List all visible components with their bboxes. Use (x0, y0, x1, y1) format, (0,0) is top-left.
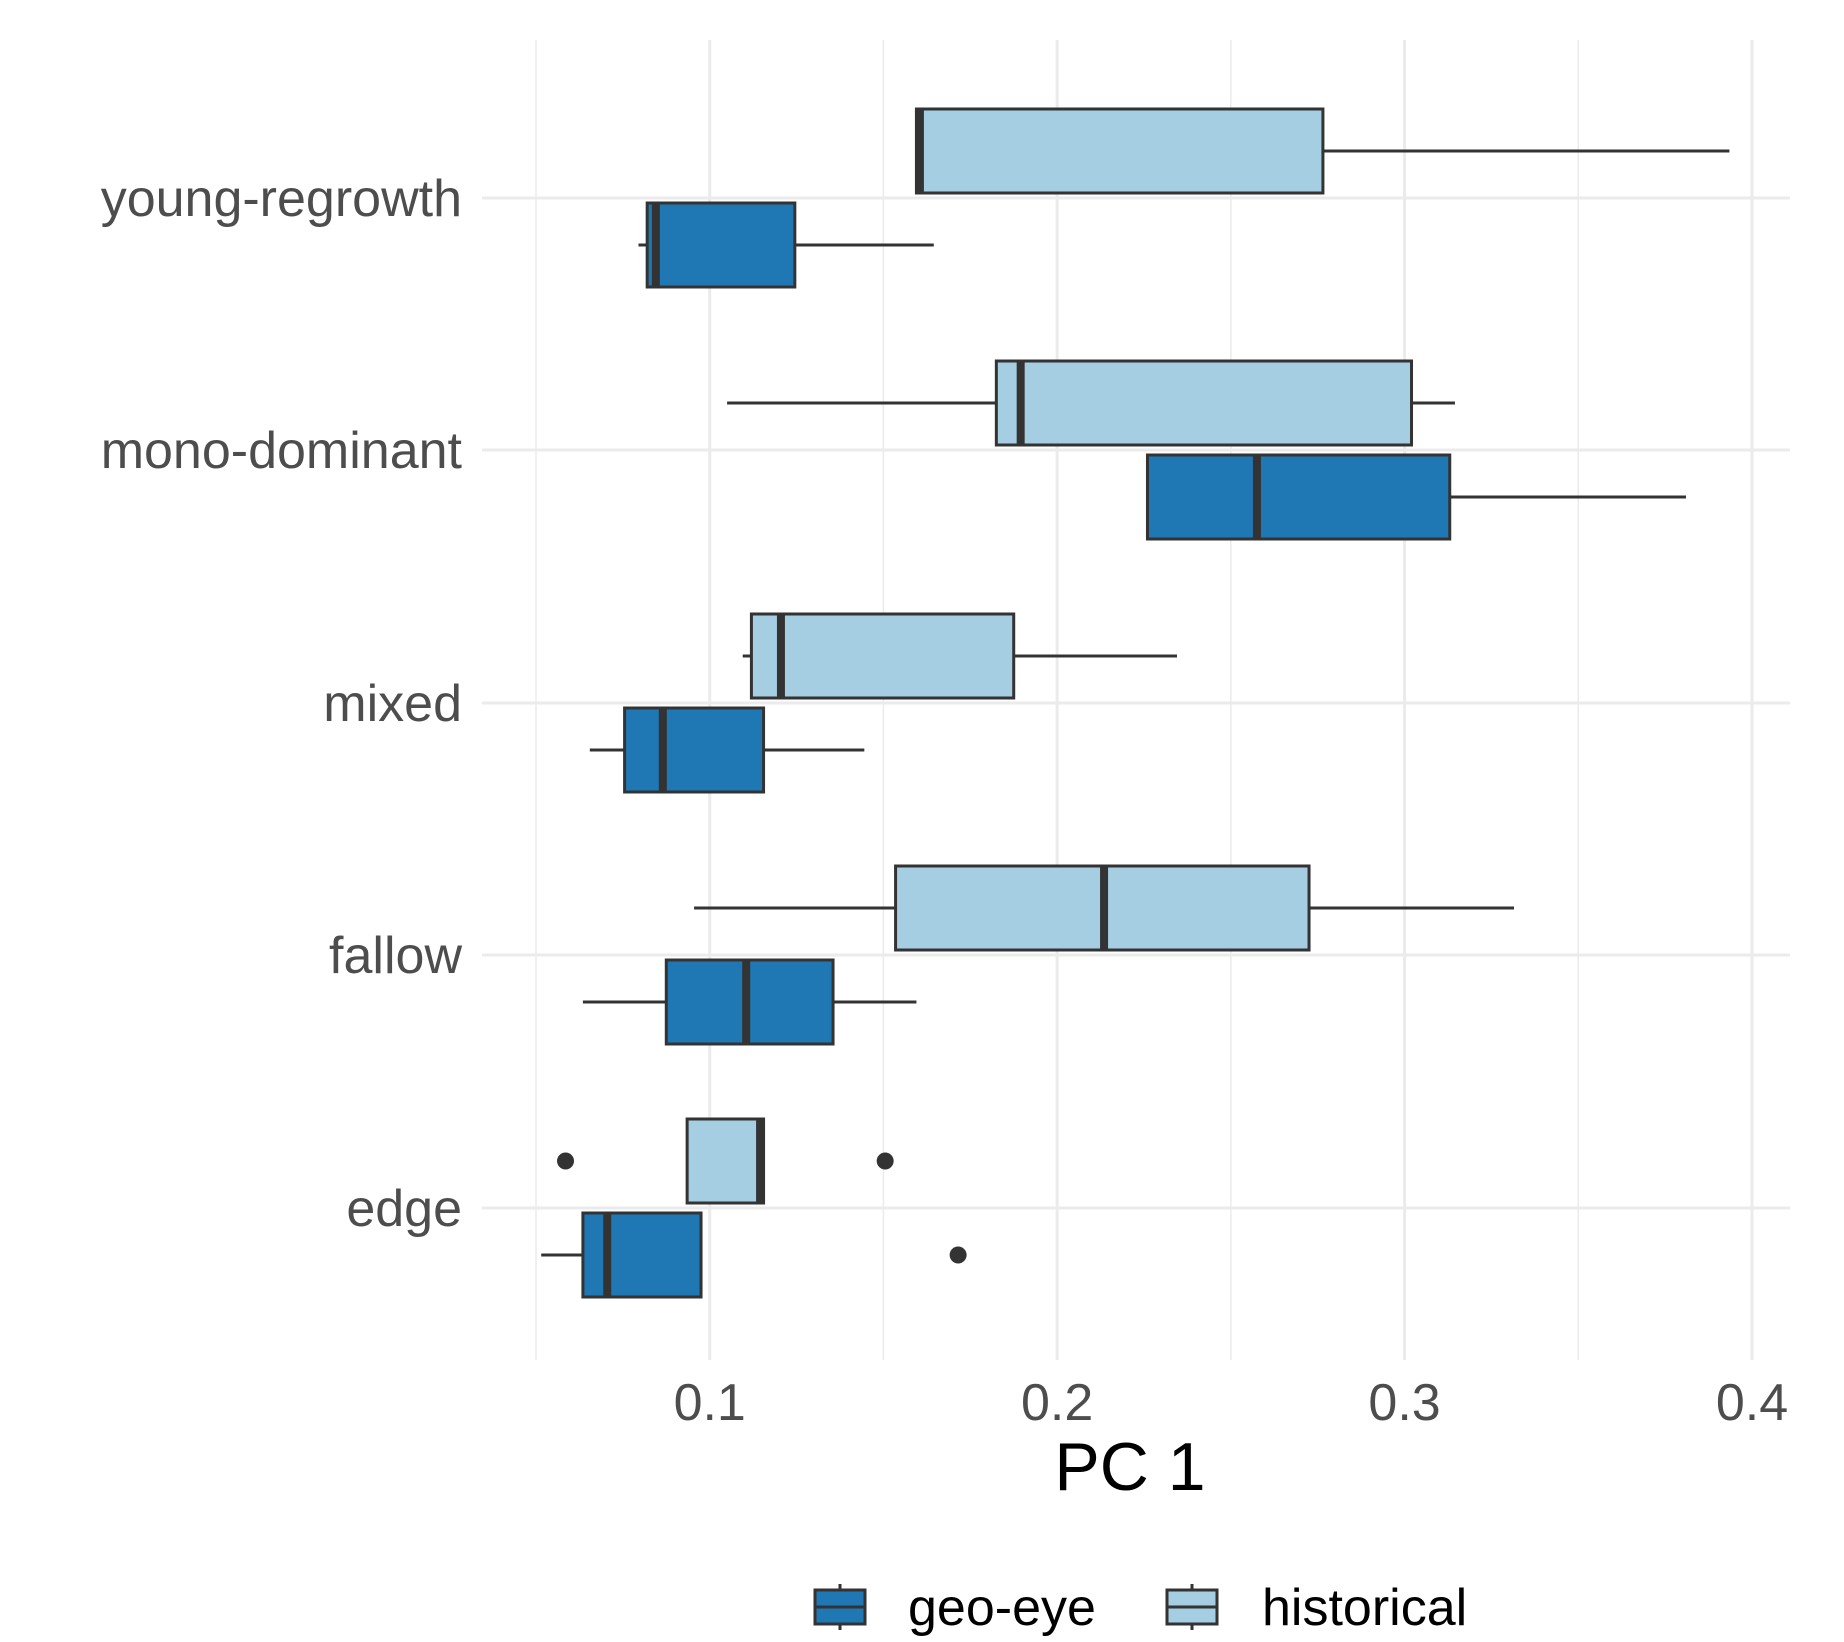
box-historical-mono-dominant (727, 359, 1455, 447)
legend: geo-eye historical (813, 1579, 1467, 1637)
iqr-box (994, 359, 1414, 447)
category-label-fallow: fallow (329, 927, 462, 985)
box-geo-eye-mono-dominant (1145, 453, 1686, 541)
x-axis-ticks: 0.1 0.2 0.3 0.4 (674, 1374, 1789, 1432)
x-tick-label: 0.1 (674, 1374, 746, 1432)
outlier-point (557, 1152, 575, 1170)
category-label-young-regrowth: young-regrowth (101, 170, 462, 228)
box-historical-young-regrowth (914, 107, 1730, 195)
category-label-mixed: mixed (323, 675, 462, 733)
iqr-box (749, 612, 1016, 700)
box-geo-eye-edge (541, 1211, 967, 1299)
x-axis-title: PC 1 (1054, 1429, 1205, 1505)
outlier-point (876, 1152, 894, 1170)
outlier-point (949, 1246, 967, 1264)
box-historical-mixed (742, 612, 1178, 700)
x-tick-label: 0.4 (1716, 1374, 1788, 1432)
category-label-mono-dominant: mono-dominant (101, 422, 463, 480)
legend-label-historical: historical (1262, 1579, 1467, 1637)
iqr-box (1145, 453, 1452, 541)
iqr-box (581, 1211, 703, 1299)
legend-item-geo-eye: geo-eye (813, 1579, 1096, 1637)
box-geo-eye-fallow (582, 958, 917, 1046)
box-historical-fallow (694, 864, 1515, 952)
category-axis: young-regrowth mono-dominant mixed fallow ed… (101, 170, 463, 1238)
box-geo-eye-young-regrowth (638, 201, 934, 289)
x-tick-label: 0.3 (1368, 1374, 1440, 1432)
x-tick-label: 0.2 (1021, 1374, 1093, 1432)
iqr-box (623, 706, 766, 794)
box-historical-edge (557, 1117, 894, 1205)
legend-key-historical (1165, 1584, 1219, 1630)
iqr-box (645, 201, 797, 289)
grid-layer (482, 40, 1790, 1360)
iqr-box (685, 1117, 766, 1205)
iqr-box (914, 107, 1325, 195)
box-geo-eye-mixed (589, 706, 865, 794)
legend-label-geo-eye: geo-eye (908, 1579, 1096, 1637)
box-layer (541, 107, 1730, 1299)
category-label-edge: edge (346, 1180, 462, 1238)
legend-item-historical: historical (1165, 1579, 1467, 1637)
legend-key-geo-eye (813, 1584, 867, 1630)
